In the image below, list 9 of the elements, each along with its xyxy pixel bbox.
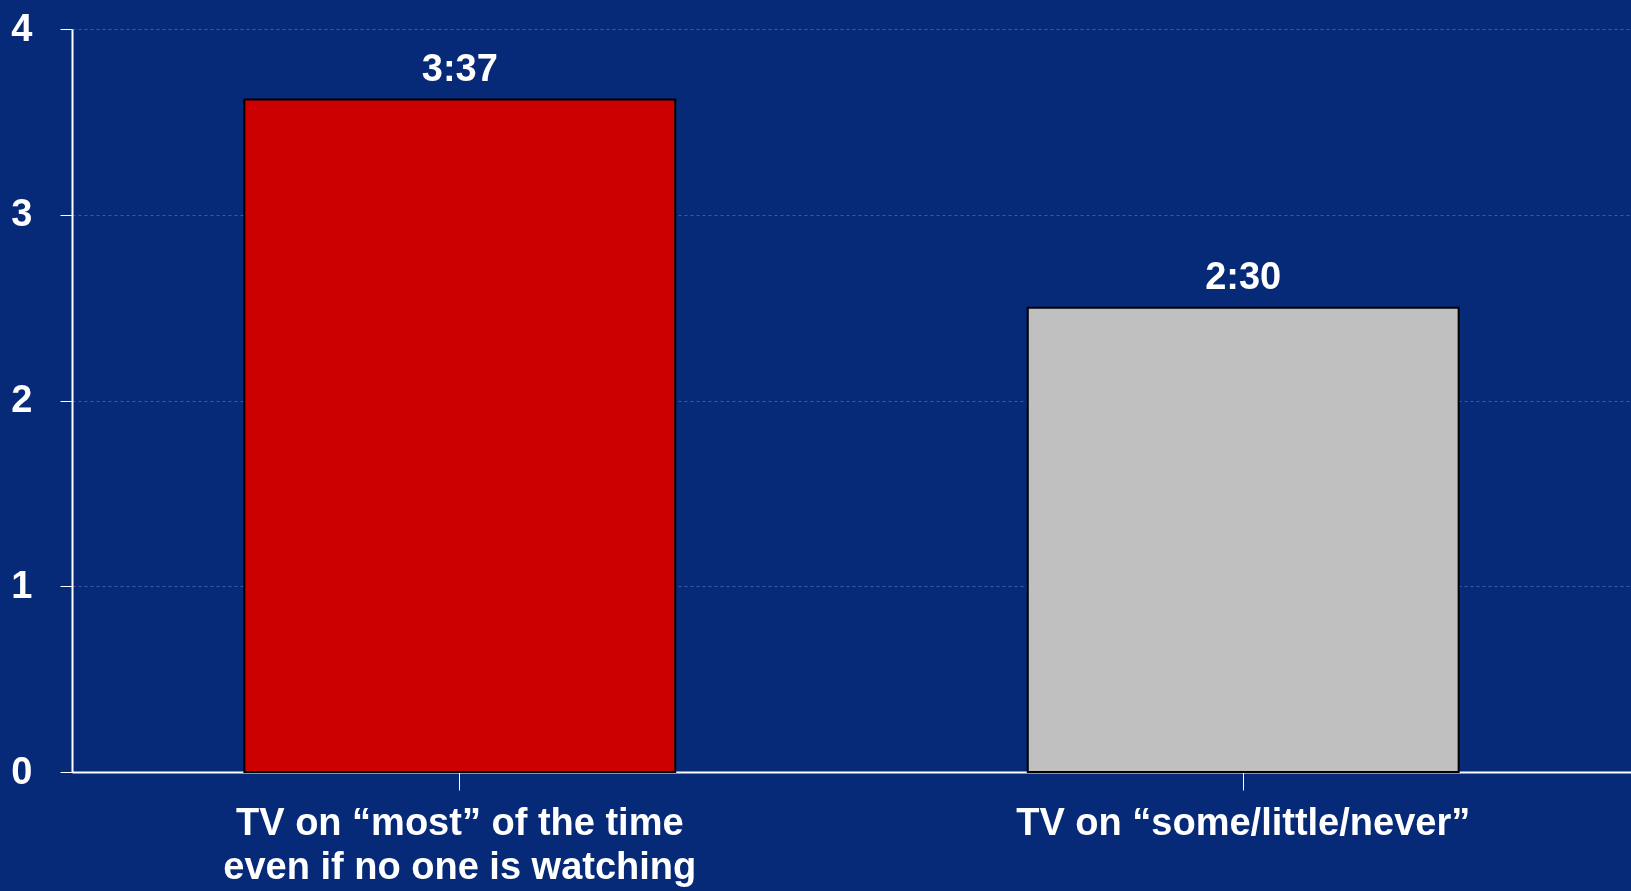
y-tick-label: 3 [11, 192, 33, 235]
data-label: 2:30 [1205, 254, 1282, 297]
data-label: 3:37 [421, 46, 498, 89]
y-tick-label: 4 [11, 6, 33, 49]
x-tick-label: TV on “some/little/never” [1016, 800, 1471, 843]
y-tick-label: 0 [11, 749, 33, 792]
y-tick-label: 1 [11, 563, 33, 606]
y-tick-label: 2 [11, 378, 33, 420]
x-tick-label: TV on “most” of the time even if no one is watching [223, 800, 697, 887]
